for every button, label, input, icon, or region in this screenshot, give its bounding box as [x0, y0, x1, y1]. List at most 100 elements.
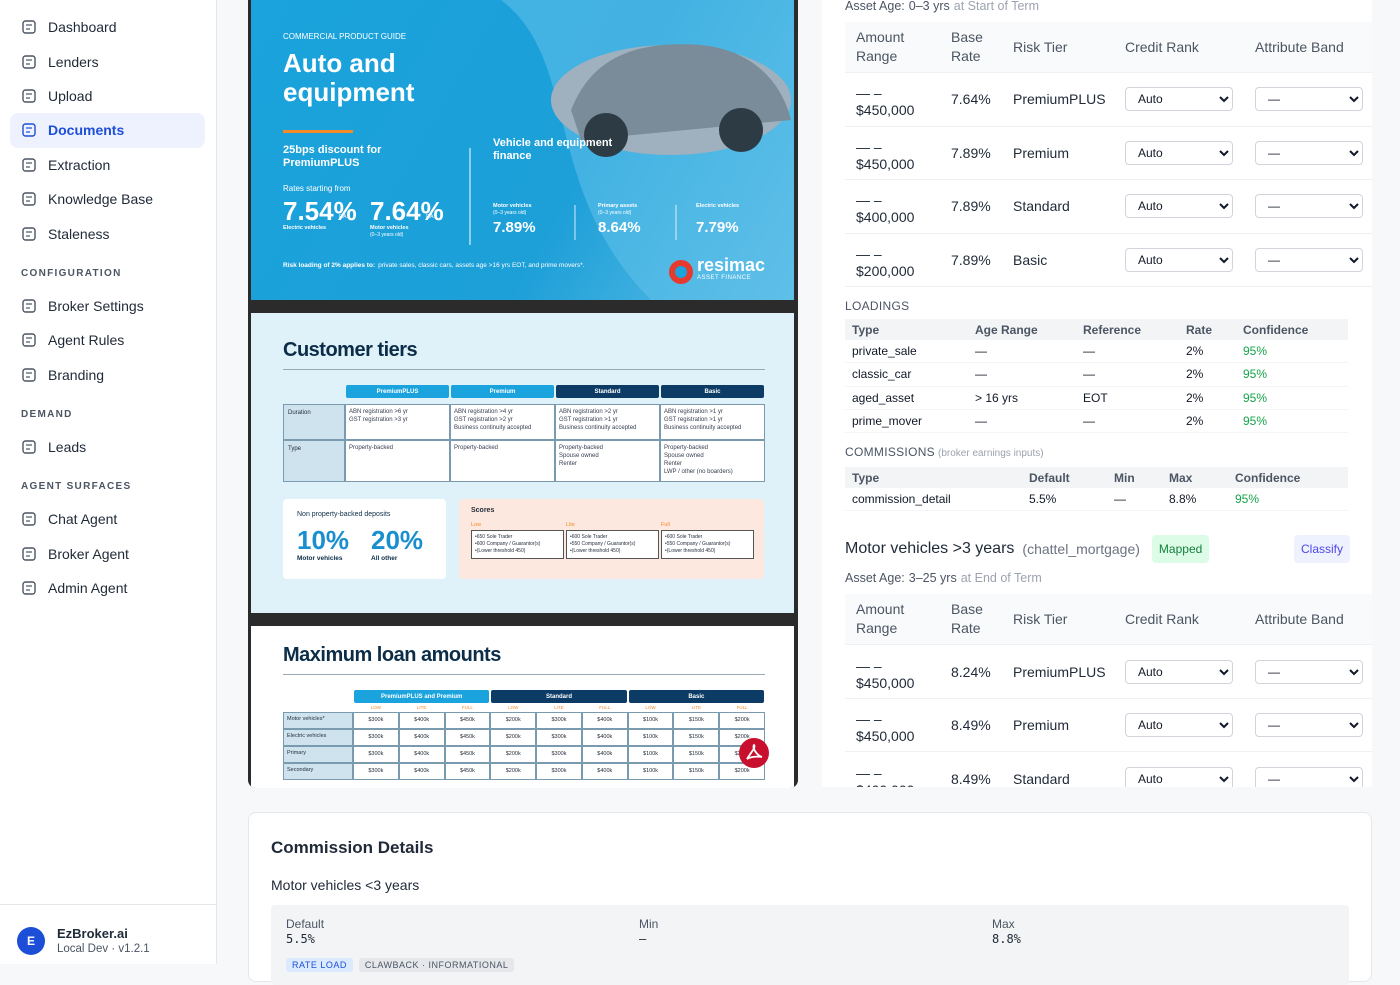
- cell-line: ABN registration >2 yr: [559, 409, 618, 415]
- rate-sub: (0–3 years old): [370, 232, 404, 238]
- score-line: •650 Sole Trader: [475, 534, 513, 540]
- cell: 5.5%: [1029, 492, 1057, 507]
- cover-art: [283, 0, 794, 300]
- credit-rank-select[interactable]: Auto: [1125, 140, 1233, 165]
- scores-title: Scores: [471, 507, 495, 514]
- sub-head: FULL: [461, 705, 473, 710]
- credit-rank-select[interactable]: Auto: [1125, 247, 1233, 272]
- cell: —: [1114, 492, 1126, 507]
- loan-cell: $450k: [444, 729, 491, 746]
- cell-line: Business continuity accepted: [454, 425, 532, 431]
- tier-cell: ABN registration >4 yr GST registration >…: [450, 404, 555, 440]
- nav-item[interactable]: Knowledge Base: [10, 182, 205, 216]
- score-line: •600 Sole Trader: [570, 534, 608, 540]
- loan-cell: $400k: [398, 712, 445, 729]
- nav-icon: [22, 299, 36, 313]
- credit-rank-select[interactable]: Auto: [1125, 766, 1233, 787]
- range-to: $200,000: [856, 262, 915, 279]
- amount-range: — – $450,000: [856, 705, 951, 745]
- pdf-icon[interactable]: [738, 737, 770, 769]
- range-to: $400,000: [856, 209, 915, 226]
- field-value: —: [639, 932, 647, 946]
- attribute-band-select[interactable]: —: [1255, 659, 1363, 684]
- status-badge: Mapped: [1151, 535, 1210, 564]
- cell: 95%: [1243, 344, 1268, 359]
- nav-item[interactable]: Staleness: [10, 216, 205, 250]
- select-wrap: —: [1255, 87, 1372, 112]
- nav-item[interactable]: Chat Agent: [10, 502, 205, 536]
- sub-head: LITE: [691, 705, 702, 710]
- credit-rank-select[interactable]: Auto: [1125, 659, 1233, 684]
- loan-cell: $300k: [353, 712, 399, 729]
- score-line: •600 Sole Trader: [665, 534, 703, 540]
- discount: 25bps discount for PremiumPLUS: [283, 144, 382, 169]
- column-header: Attribute Band: [1255, 38, 1344, 55]
- nav-item[interactable]: Agent Rules: [10, 323, 205, 357]
- nav-item[interactable]: Admin Agent: [10, 571, 205, 605]
- credit-rank-select[interactable]: Auto: [1125, 713, 1233, 738]
- column-header: Type: [852, 322, 880, 337]
- asset-age-label: Asset Age:: [845, 571, 905, 586]
- deposit-label: Motor vehicles: [297, 555, 343, 562]
- label-note: (broker earnings inputs): [937, 448, 1044, 460]
- field-label: Default: [286, 917, 325, 931]
- rate-pa: P.A.: [426, 214, 435, 220]
- loan-cell: $300k: [536, 746, 582, 763]
- nav-item[interactable]: Extraction: [10, 148, 205, 182]
- nav-item[interactable]: Documents: [10, 113, 205, 148]
- rule: [283, 369, 765, 370]
- tier-row: — – $450,000 7.64% PremiumPLUS Auto —: [845, 73, 1372, 127]
- credit-rank-select[interactable]: Auto: [1125, 194, 1233, 219]
- attribute-band-select[interactable]: —: [1255, 247, 1363, 272]
- attribute-band-select[interactable]: —: [1255, 766, 1363, 787]
- mapping-content: Asset Age: 0–3 yrs at Start of Term Amount …: [845, 0, 1372, 787]
- classify-button[interactable]: Classify: [1293, 535, 1350, 564]
- attribute-band-select[interactable]: —: [1255, 140, 1363, 165]
- range-from: — –: [856, 85, 882, 102]
- nav-label: Staleness: [48, 225, 110, 242]
- risk-tier: Premium: [1013, 717, 1070, 734]
- cell-line: Property-backed: [349, 445, 394, 451]
- attribute-band-select[interactable]: —: [1255, 87, 1363, 112]
- nav-item[interactable]: Dashboard: [10, 10, 205, 44]
- score-cell: •650 Sole Trader •600 Company / Guarantor…: [471, 530, 564, 559]
- cell-line: Property-backed: [664, 445, 709, 451]
- attribute-band-select[interactable]: —: [1255, 194, 1363, 219]
- nav-item[interactable]: Broker Agent: [10, 537, 205, 571]
- score-line: •(Lower threshold 450): [665, 548, 716, 554]
- cell: 95%: [1243, 367, 1268, 382]
- table-row: prime_mover — — 2% 95%: [845, 410, 1348, 434]
- loan-cell: $400k: [581, 712, 628, 729]
- nav-item[interactable]: Lenders: [10, 44, 205, 78]
- attribute-band-select[interactable]: —: [1255, 713, 1363, 738]
- row-label: Electric vehicles: [283, 729, 353, 746]
- nav-label: Chat Agent: [48, 511, 118, 528]
- loan-cell: $300k: [536, 712, 582, 729]
- nav-item[interactable]: Broker Settings: [10, 289, 205, 323]
- column-header: Attribute Band: [1255, 610, 1344, 627]
- asset-rate: 7.79%: [696, 219, 739, 236]
- asset-age-note: at Start of Term: [953, 0, 1039, 13]
- rate-label: Motor vehicles: [370, 225, 409, 231]
- card-title: Commission Details: [271, 838, 434, 857]
- cell-line: Spouse owned: [664, 453, 704, 459]
- select-wrap: —: [1255, 247, 1372, 272]
- cell: 95%: [1235, 492, 1260, 507]
- cell-line: ABN registration >1 yr: [664, 409, 723, 415]
- nav-item[interactable]: Leads: [10, 430, 205, 464]
- nav-item[interactable]: Upload: [10, 79, 205, 113]
- loan-cell: $300k: [536, 729, 582, 746]
- loan-cell: $200k: [490, 746, 537, 763]
- loan-cell: $300k: [353, 729, 399, 746]
- label-title: COMMISSIONS: [845, 445, 935, 460]
- cell: —: [975, 367, 987, 382]
- amount-range: — – $450,000: [856, 133, 951, 173]
- pdf-page: COMMERCIAL PRODUCT GUIDE Auto and equipmen…: [251, 0, 794, 300]
- nav-icon: [22, 547, 36, 561]
- table-row: commission_detail 5.5% — 8.8% 95%: [845, 488, 1348, 512]
- column-header: Confidence: [1243, 322, 1309, 337]
- column-header: Risk Tier: [1013, 610, 1068, 627]
- asset-age: Asset Age: 3–25 yrs at End of Term: [845, 571, 1372, 585]
- credit-rank-select[interactable]: Auto: [1125, 87, 1233, 112]
- nav-item[interactable]: Branding: [10, 358, 205, 392]
